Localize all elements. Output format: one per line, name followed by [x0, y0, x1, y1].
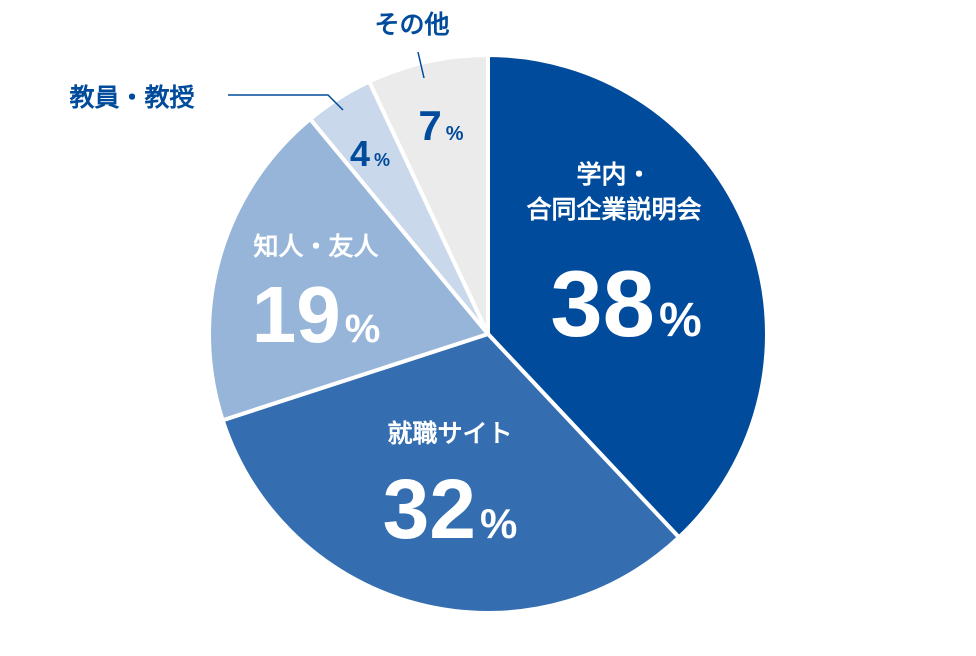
slice-3-name-line-1: 知人・友人 — [253, 232, 378, 261]
leader-line-sonota — [417, 51, 425, 79]
pie-slices — [207, 53, 769, 615]
slice-3-value-unit: % — [345, 307, 381, 351]
slice-1-value-unit: % — [659, 294, 702, 347]
slice-5-value-unit: % — [446, 123, 464, 145]
pie-slice-3 — [207, 117, 490, 423]
slice-5-value-number: 7 — [418, 102, 441, 149]
slice-3-value-number: 19 — [252, 270, 341, 359]
slice-4-value-unit: % — [374, 150, 390, 170]
slice-3-value: 19% — [252, 270, 381, 359]
slice-1-value: 38% — [550, 251, 701, 356]
slice-labels: 学内・合同企業説明会 38% 就職サイト 32% 知人・友人 19 % 教員・教授 4 % その他 7… — [69, 10, 701, 556]
leader-lines — [228, 51, 425, 111]
slice-2-value-unit: % — [480, 500, 517, 547]
slice-1-name-line-2: 合同企業説明会 — [526, 195, 701, 224]
slice-2-value: 32% — [383, 462, 518, 556]
leader-line-kyoin — [228, 94, 344, 111]
slice-4-value: 4% — [350, 133, 390, 174]
slice-5-value: 7% — [418, 102, 463, 149]
slice-1-name-line-1: 学内・ — [576, 160, 651, 189]
slice-4-name-line-1: 教員・教授 — [69, 83, 195, 112]
slice-2-value-number: 32 — [383, 462, 476, 556]
slice-4-value-number: 4 — [350, 133, 370, 174]
slice-2-name-line-1: 就職サイト — [387, 419, 512, 448]
slice-1-value-number: 38 — [550, 251, 655, 356]
pie-slice-5 — [367, 53, 490, 336]
slice-5-name-line-1: その他 — [374, 10, 449, 39]
pie-slice-1 — [486, 53, 769, 540]
pie-slice-2 — [220, 332, 681, 615]
